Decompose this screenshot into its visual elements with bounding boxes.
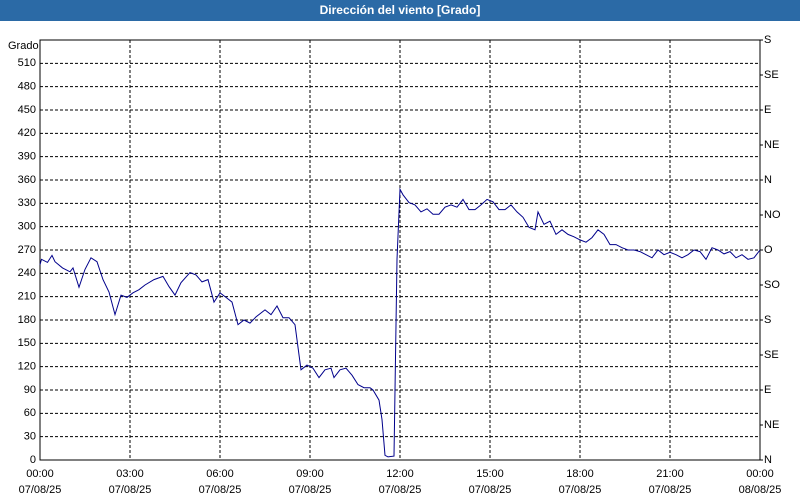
x-tick-date: 07/08/25 xyxy=(19,484,62,496)
y-tick-label: 60 xyxy=(24,407,36,419)
y2-tick-label: E xyxy=(764,104,771,116)
chart-title: Dirección del viento [Grado] xyxy=(320,3,481,17)
x-tick-label: 09:00 xyxy=(296,468,324,480)
y-tick-label: 240 xyxy=(18,267,36,279)
x-tick-label: 00:00 xyxy=(26,468,54,480)
x-tick-label: 12:00 xyxy=(386,468,414,480)
y-tick-label: 390 xyxy=(18,151,36,163)
y2-tick-label: SE xyxy=(764,349,779,361)
x-tick-date: 07/08/25 xyxy=(109,484,152,496)
y-tick-label: 450 xyxy=(18,104,36,116)
x-tick-label: 06:00 xyxy=(206,468,234,480)
x-tick-date: 08/08/25 xyxy=(739,484,782,496)
y2-tick-label: S xyxy=(764,314,771,326)
y2-tick-label: S xyxy=(764,34,771,46)
data-line xyxy=(39,187,761,458)
x-tick-label: 21:00 xyxy=(656,468,684,480)
y-tick-label: 0 xyxy=(30,454,36,466)
y2-tick-label: N xyxy=(764,454,772,466)
y2-tick-label: SO xyxy=(764,279,780,291)
x-tick-label: 15:00 xyxy=(476,468,504,480)
x-tick-date: 07/08/25 xyxy=(649,484,692,496)
x-tick-date: 07/08/25 xyxy=(379,484,422,496)
y2-tick-label: E xyxy=(764,384,771,396)
y-tick-label: 90 xyxy=(24,384,36,396)
x-tick-label: 18:00 xyxy=(566,468,594,480)
y-axis-label: Grado xyxy=(8,40,39,52)
x-tick-date: 07/08/25 xyxy=(289,484,332,496)
x-tick-date: 07/08/25 xyxy=(559,484,602,496)
x-tick-date: 07/08/25 xyxy=(469,484,512,496)
x-tick-label: 00:00 xyxy=(746,468,774,480)
y-tick-label: 30 xyxy=(24,431,36,443)
y-tick-label: 330 xyxy=(18,197,36,209)
x-tick-label: 03:00 xyxy=(116,468,144,480)
y2-tick-label: SE xyxy=(764,69,779,81)
y-tick-label: 360 xyxy=(18,174,36,186)
title-bar xyxy=(0,0,800,21)
y2-tick-label: NO xyxy=(764,209,781,221)
x-tick-date: 07/08/25 xyxy=(199,484,242,496)
y2-tick-label: NE xyxy=(764,419,779,431)
y2-tick-label: N xyxy=(764,174,772,186)
y-tick-label: 120 xyxy=(18,361,36,373)
y-tick-label: 300 xyxy=(18,221,36,233)
y-tick-label: 480 xyxy=(18,81,36,93)
y-tick-label: 150 xyxy=(18,337,36,349)
y-tick-label: 210 xyxy=(18,291,36,303)
y-tick-label: 270 xyxy=(18,244,36,256)
y-tick-label: 180 xyxy=(18,314,36,326)
y2-tick-label: NE xyxy=(764,139,779,151)
y-tick-label: 510 xyxy=(18,57,36,69)
y2-tick-label: O xyxy=(764,244,773,256)
y-tick-label: 420 xyxy=(18,127,36,139)
